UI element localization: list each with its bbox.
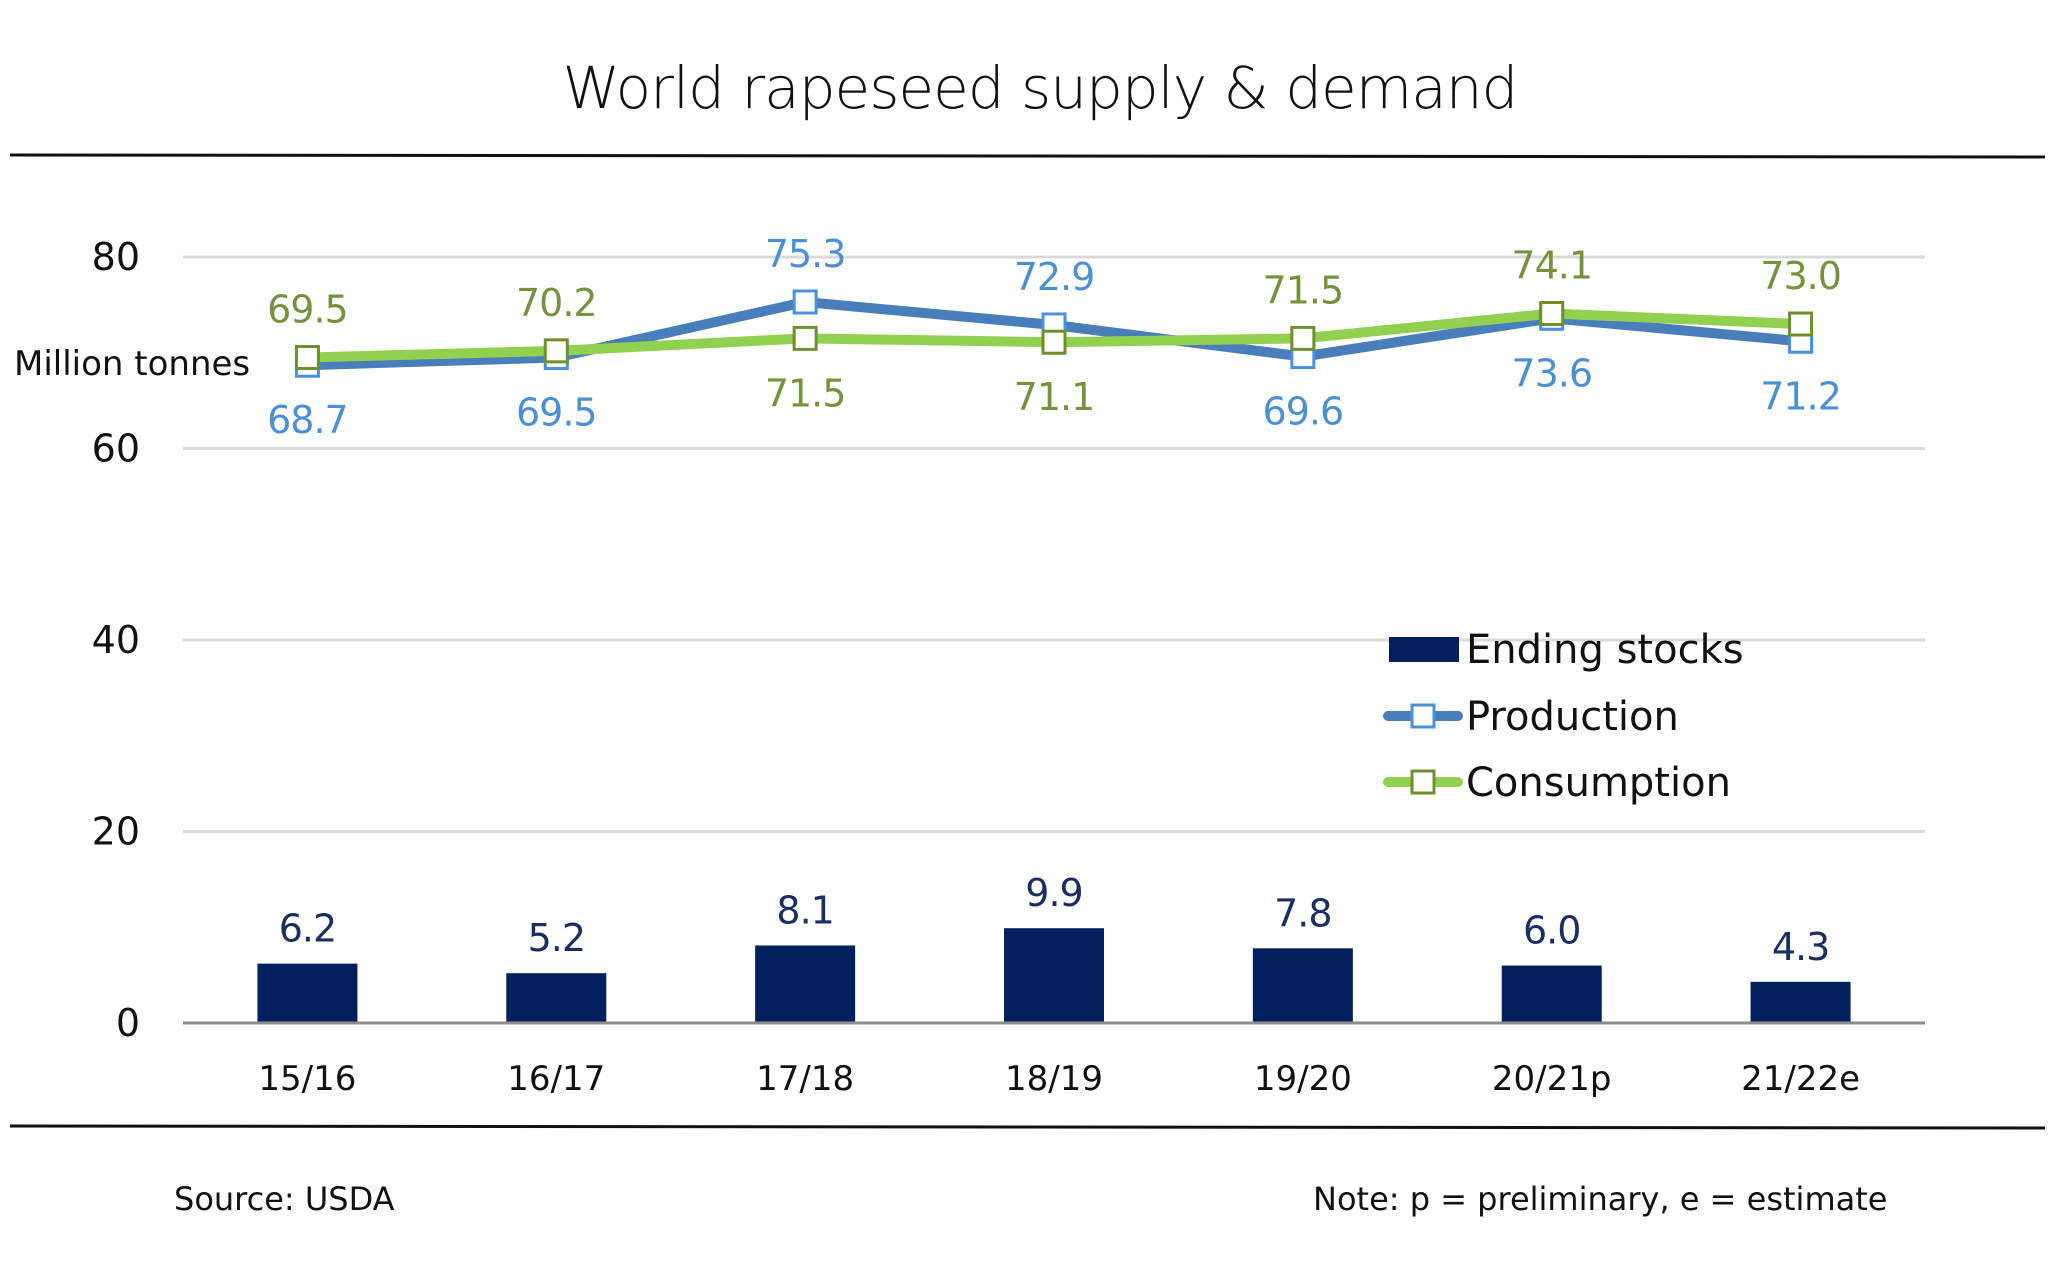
production-data-label: 69.5 (516, 391, 597, 435)
bar-data-label: 5.2 (528, 916, 585, 960)
data-labels: 6.2 5.2 8.1 9.9 7.8 6.0 4.3 68.7 69.5 75.3 72.9 69.… (267, 232, 1842, 969)
y-tick-label: 0 (116, 1001, 140, 1045)
legend-label: Production (1466, 694, 1679, 740)
production-data-label: 73.6 (1511, 351, 1592, 395)
consumption-data-label: 73.0 (1760, 254, 1841, 298)
bar-data-label: 6.2 (279, 907, 336, 951)
bar-data-label: 6.0 (1523, 909, 1580, 953)
legend-marker-square (1410, 703, 1436, 729)
x-tick-label: 17/18 (756, 1059, 854, 1099)
legend-item-ending-stocks[interactable]: Ending stocks (1389, 627, 1744, 673)
bar (1252, 948, 1353, 1023)
legend-item-production[interactable]: Production (1383, 694, 1679, 740)
bar (257, 963, 358, 1023)
legend-label: Consumption (1466, 760, 1731, 806)
x-tick-label: 18/19 (1005, 1059, 1103, 1099)
x-tick-label: 15/16 (258, 1059, 356, 1099)
bar (1004, 928, 1104, 1023)
production-data-label: 69.6 (1263, 390, 1344, 434)
marker-consumption (1539, 300, 1565, 326)
marker-consumption (1788, 311, 1814, 337)
source-note: Source: USDA (174, 1180, 395, 1218)
marker-production (792, 289, 818, 315)
x-tick-label: 20/21p (1492, 1059, 1612, 1099)
line-series (294, 289, 1814, 378)
marker-consumption (1041, 329, 1067, 355)
consumption-data-label: 70.2 (516, 281, 597, 325)
bar-data-label: 7.8 (1274, 891, 1331, 935)
legend: Ending stocks Production Consumption (1383, 627, 1744, 806)
x-tick-label: 16/17 (507, 1059, 605, 1099)
y-axis-label: Million tonnes (14, 344, 250, 384)
marker-consumption (543, 338, 569, 364)
bar (1750, 981, 1851, 1023)
y-tick-label: 80 (92, 235, 140, 279)
bar-data-label: 8.1 (776, 888, 833, 932)
y-axis-ticks: 0 20 40 60 80 (92, 235, 140, 1045)
bar (1501, 965, 1602, 1023)
consumption-data-label: 71.1 (1014, 375, 1095, 419)
x-tick-label: 21/22e (1741, 1059, 1860, 1099)
x-axis-ticks: 15/16 16/17 17/18 18/19 19/20 20/21p 21/22e (258, 1059, 1860, 1099)
consumption-data-label: 71.5 (1263, 268, 1344, 312)
production-data-label: 71.2 (1760, 374, 1841, 418)
bottom-rule (9, 1124, 2046, 1130)
consumption-data-label: 69.5 (267, 288, 348, 332)
bar (755, 945, 856, 1023)
marker-consumption (294, 345, 320, 371)
marker-consumption (1290, 325, 1316, 351)
top-rule (9, 153, 2046, 159)
production-data-label: 75.3 (765, 232, 846, 276)
bar-data-label: 9.9 (1025, 871, 1082, 915)
consumption-data-label: 71.5 (765, 371, 846, 415)
y-tick-label: 40 (92, 618, 140, 662)
y-tick-label: 20 (92, 810, 140, 854)
bars-ending-stocks (257, 928, 1851, 1023)
legend-swatch-bar (1389, 637, 1459, 662)
legend-item-consumption[interactable]: Consumption (1383, 760, 1731, 806)
legend-marker-square (1410, 769, 1436, 795)
production-data-label: 72.9 (1014, 255, 1095, 299)
consumption-data-label: 74.1 (1511, 243, 1592, 287)
production-data-label: 68.7 (267, 398, 348, 442)
estimate-note: Note: p = preliminary, e = estimate (1313, 1180, 1887, 1218)
chart-title: World rapeseed supply & demand (563, 54, 1518, 122)
x-tick-label: 19/20 (1254, 1059, 1352, 1099)
y-tick-label: 60 (92, 427, 140, 471)
gridlines (183, 255, 1925, 833)
bar-data-label: 4.3 (1772, 925, 1829, 969)
legend-label: Ending stocks (1466, 627, 1744, 673)
marker-consumption (792, 325, 818, 351)
bar (506, 973, 607, 1023)
